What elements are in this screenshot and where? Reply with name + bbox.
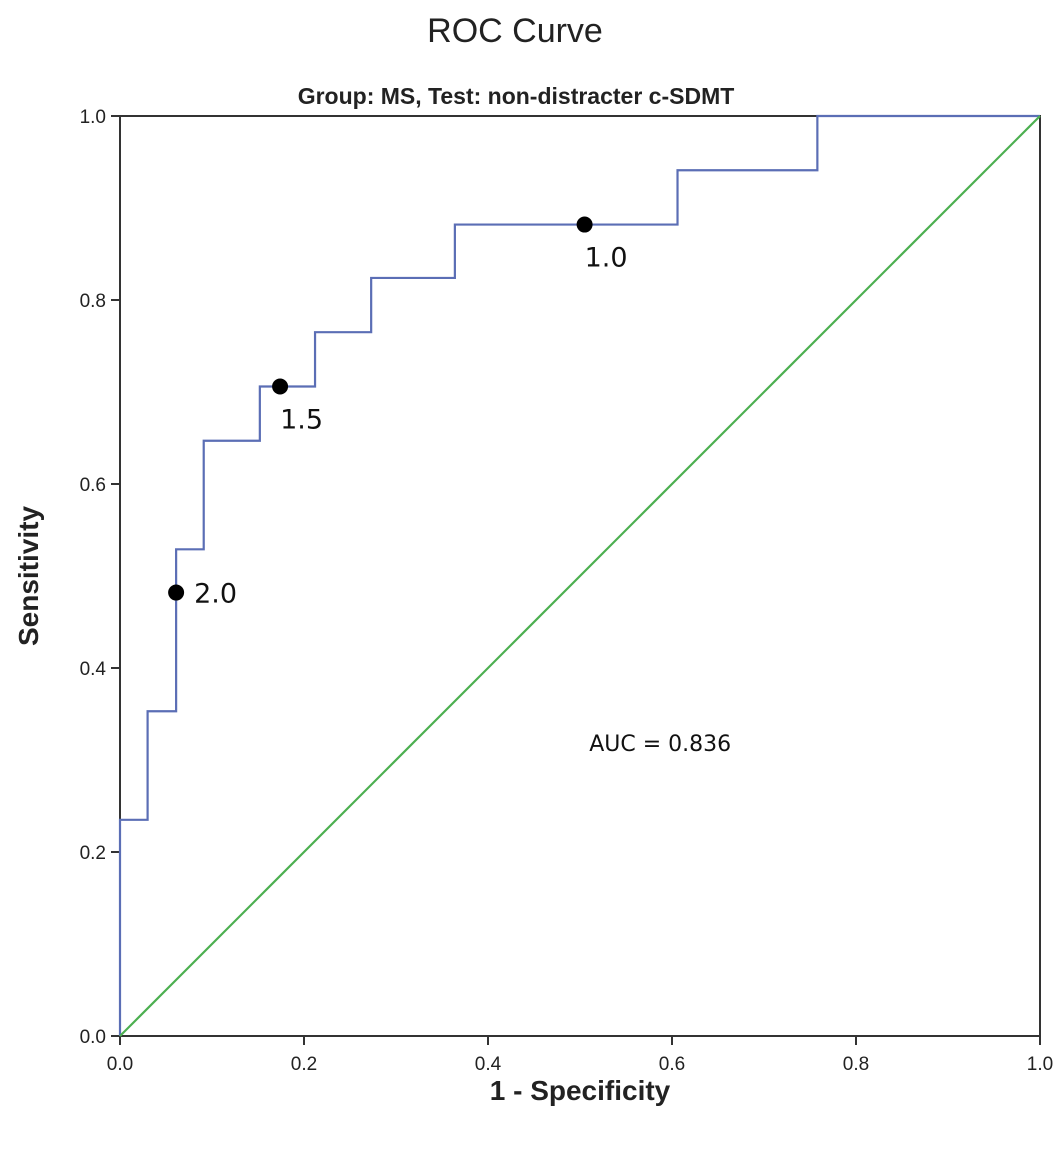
x-tick-label: 0.0: [107, 1054, 133, 1075]
plot-frame: [119, 115, 1041, 1037]
chart-title: ROC Curve: [427, 12, 603, 50]
x-axis-label: 1 - Specificity: [490, 1075, 671, 1106]
y-tick-label: 0.8: [80, 291, 106, 312]
y-tick-label: 1.0: [80, 107, 106, 128]
x-tick-label: 0.8: [843, 1054, 869, 1075]
x-tick-label: 0.2: [291, 1054, 317, 1075]
cutoff-point: [576, 216, 593, 233]
chart-subtitle: Group: MS, Test: non-distracter c-SDMT: [298, 83, 735, 109]
cutoff-point: [272, 378, 289, 395]
plot-area: 0.0 0.2 0.4 0.6 0.8 1.0 0.0 0.2 0.4 0.6 0.8 1.0 2.0 1…: [80, 107, 1054, 1075]
x-tick-label: 0.6: [659, 1054, 685, 1075]
cutoff-point-label: 1.5: [280, 404, 323, 435]
reference-diagonal-line: [119, 115, 1041, 1037]
cutoff-point: [168, 584, 185, 601]
cutoff-point-label: 2.0: [194, 579, 237, 610]
auc-annotation: AUC = 0.836: [589, 732, 731, 757]
cutoff-point-label: 1.0: [585, 243, 628, 274]
y-tick-label: 0.2: [80, 843, 106, 864]
y-tick-label: 0.0: [80, 1027, 106, 1048]
x-tick-label: 1.0: [1027, 1054, 1053, 1075]
y-tick-label: 0.6: [80, 475, 106, 496]
y-tick-label: 0.4: [80, 659, 107, 680]
roc-curve-line: [118, 114, 1040, 1036]
x-tick-label: 0.4: [475, 1054, 502, 1075]
y-axis-label: Sensitivity: [13, 506, 44, 646]
